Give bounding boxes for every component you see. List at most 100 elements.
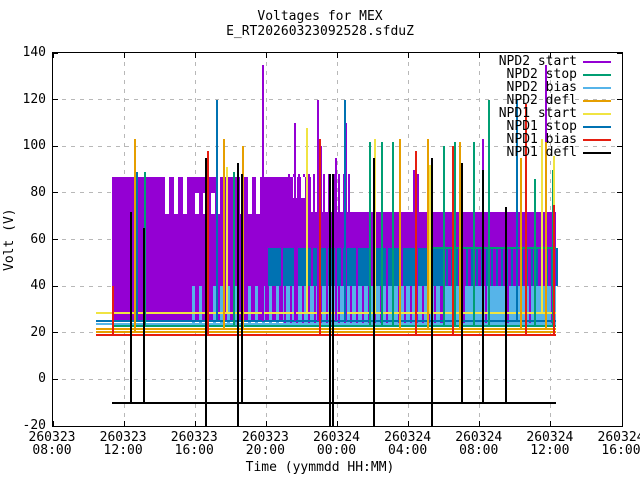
voltage-stripe (356, 247, 359, 287)
x-tick-date: 260324 (597, 430, 640, 445)
y-tick-label: 140 (22, 45, 46, 60)
voltage-stripe (312, 174, 315, 212)
x-tick-date: 260324 (526, 430, 574, 445)
voltage-stripe (195, 192, 200, 214)
voltage-stripe (327, 174, 330, 212)
voltage-stripe (362, 286, 365, 324)
voltage-spike (306, 127, 309, 315)
x-tick-label: 260324 16:00 (589, 431, 640, 457)
voltage-spike (427, 139, 430, 331)
x-axis-label: Time (yymmdd HH:MM) (245, 460, 395, 475)
legend-label: NPD1 bias (506, 132, 577, 147)
voltage-spike (226, 167, 229, 315)
voltage-spike (332, 174, 335, 426)
x-tick-time: 04:00 (388, 443, 428, 458)
voltage-spike (261, 64, 264, 322)
voltage-spike (544, 141, 547, 331)
x-tick-date: 260323 (28, 430, 76, 445)
voltage-spike (551, 169, 554, 326)
voltage-stripe (322, 174, 325, 212)
legend-label: NPD1 defl (506, 145, 577, 160)
x-tick-time: 08:00 (459, 443, 499, 458)
gridline-horizontal (53, 192, 622, 194)
voltage-spike (380, 141, 383, 326)
voltage-spike (130, 211, 133, 403)
y-tick-mark (53, 285, 58, 287)
y-tick-mark (617, 192, 622, 194)
voltage-stripe (386, 247, 389, 287)
y-tick-mark (53, 53, 58, 54)
x-tick-label: 260324 00:00 (305, 431, 369, 457)
voltage-stripe (290, 286, 293, 324)
voltage-stripe (275, 286, 279, 324)
x-tick-mark (408, 421, 410, 426)
voltage-stripe (416, 247, 419, 287)
voltage-stripe (255, 176, 260, 214)
legend-line-sample (583, 151, 611, 154)
voltage-stripe (320, 286, 323, 324)
voltage-stripe (219, 286, 223, 324)
voltage-stripe (410, 286, 413, 324)
voltage-stripe (506, 286, 509, 324)
voltage-stripe (183, 176, 188, 214)
y-tick-mark (53, 425, 58, 426)
voltage-spike (215, 99, 218, 322)
legend-line-sample (583, 125, 611, 128)
voltage-stripe (314, 286, 317, 324)
x-tick-mark (621, 53, 622, 58)
voltage-spike (222, 139, 225, 331)
voltage-stripe (530, 247, 533, 287)
x-tick-label: 260324 08:00 (447, 431, 511, 457)
voltage-spike (430, 157, 433, 426)
voltage-stripe (281, 247, 284, 287)
voltage-stripe (371, 247, 374, 287)
voltage-spike (206, 150, 209, 336)
legend-row: NPD2 defl (499, 94, 611, 107)
legend-line-sample (583, 86, 611, 89)
gridline-horizontal (53, 99, 622, 101)
x-tick-mark (550, 53, 552, 58)
voltage-stripe (484, 286, 487, 324)
voltage-stripe (535, 247, 538, 287)
legend-label: NPD2 bias (506, 80, 577, 95)
legend: NPD2 start NPD2 stop NPD2 bias NPD2 defl NPD… (499, 55, 611, 159)
voltage-spike (372, 157, 375, 426)
y-tick-label: 60 (30, 231, 46, 247)
voltage-stripe (287, 174, 290, 212)
voltage-stripe (338, 286, 341, 324)
voltage-stripe (301, 176, 306, 198)
legend-label: NPD2 defl (506, 93, 577, 108)
x-tick-date: 260324 (384, 430, 432, 445)
voltage-spike (414, 150, 417, 336)
legend-line-sample (583, 60, 611, 63)
x-tick-label: 260324 04:00 (376, 431, 440, 457)
voltage-stripe (465, 247, 468, 287)
voltage-spike (460, 162, 463, 403)
voltage-stripe (422, 286, 425, 324)
voltage-stripe (555, 247, 558, 287)
y-tick-mark (617, 332, 622, 334)
legend-row: NPD1 start (499, 107, 611, 120)
x-tick-mark (337, 421, 338, 426)
x-tick-date: 260323 (99, 430, 147, 445)
y-tick-mark (617, 285, 622, 287)
y-tick-mark (53, 239, 58, 240)
voltage-stripe (215, 176, 220, 214)
y-tick-label: 40 (30, 278, 46, 294)
y-tick-mark (617, 378, 622, 380)
x-tick-time: 12:00 (103, 443, 143, 458)
voltage-stripe (480, 247, 483, 287)
voltage-stripe (475, 247, 478, 287)
voltage-stripe (296, 286, 299, 324)
y-tick-mark (53, 145, 58, 147)
voltage-spike (519, 157, 522, 331)
voltage-spike (398, 139, 401, 331)
voltage-baseline (431, 246, 557, 249)
voltage-stripe (485, 247, 488, 287)
voltage-spike (135, 171, 138, 322)
voltage-spike (524, 104, 527, 336)
voltage-stripe (308, 286, 311, 324)
voltage-stripe (462, 286, 465, 324)
voltage-stripe (296, 247, 299, 287)
